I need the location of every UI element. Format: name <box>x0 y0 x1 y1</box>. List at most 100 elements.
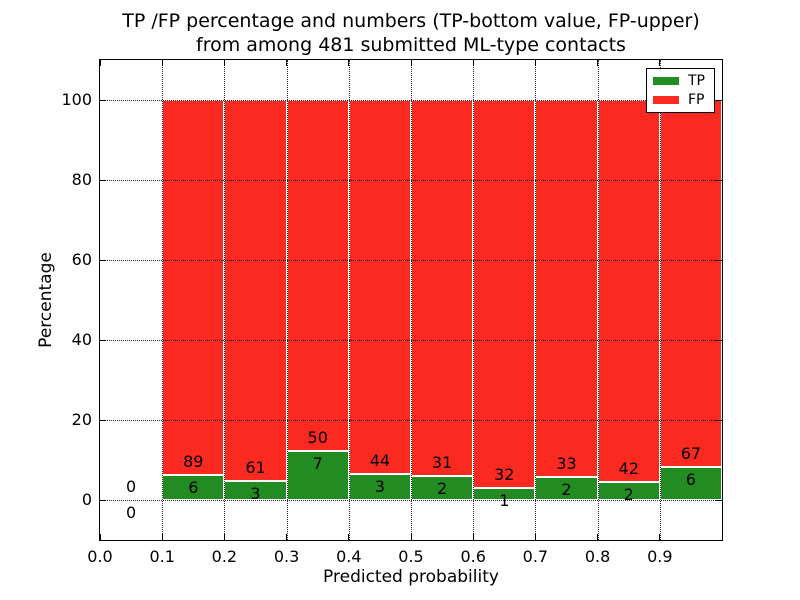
y-tick-mark <box>100 259 106 261</box>
tp-bar-segment <box>286 450 349 500</box>
tp-count-label: 1 <box>499 490 510 510</box>
tp-count-label: 0 <box>126 503 137 522</box>
fp-bar-segment <box>162 100 225 475</box>
x-tick-mark <box>348 534 350 540</box>
vertical-gridline <box>162 60 164 540</box>
x-tick-mark <box>161 534 163 540</box>
x-tick-mark <box>472 534 474 540</box>
x-tick-label: 0.7 <box>522 547 549 566</box>
y-tick-mark-right <box>716 259 722 261</box>
tp-count-label: 2 <box>437 478 448 498</box>
tp-bar-segment <box>162 474 225 500</box>
fp-color-swatch <box>653 95 679 104</box>
fp-count-label: 44 <box>369 451 391 471</box>
legend-item-fp: FP <box>653 93 708 107</box>
fp-count-label: 31 <box>431 452 453 472</box>
chart-title-line2: from among 481 submitted ML-type contact… <box>196 34 626 56</box>
tp-bar-segment <box>348 474 411 500</box>
fp-bar-segment <box>348 100 411 475</box>
x-tick-label: 0.1 <box>149 547 175 566</box>
y-tick-mark-right <box>716 419 722 421</box>
y-tick-mark <box>100 99 106 101</box>
x-tick-mark-top <box>597 60 599 66</box>
tp-count-label: 3 <box>250 484 261 504</box>
y-tick-label: 20 <box>71 410 92 429</box>
vertical-gridline <box>473 60 475 540</box>
fp-bar-segment <box>597 100 660 482</box>
y-tick-label: 80 <box>71 170 92 189</box>
y-tick-mark <box>100 179 106 181</box>
fp-count-label: 50 <box>307 427 328 447</box>
vertical-gridline <box>535 60 537 540</box>
x-tick-mark <box>99 534 101 540</box>
fp-bar-segment <box>473 100 536 488</box>
y-tick-mark <box>100 339 106 341</box>
x-tick-label: 0.5 <box>398 547 424 566</box>
x-tick-mark-top <box>223 60 225 66</box>
vertical-gridline <box>286 60 288 540</box>
legend-item-tp: TP <box>653 74 708 88</box>
tp-bar-segment <box>659 467 722 500</box>
x-tick-mark-top <box>99 60 101 66</box>
x-tick-label: 0.0 <box>87 547 113 566</box>
y-tick-mark-right <box>716 499 722 501</box>
y-tick-label: 0 <box>81 490 92 509</box>
x-tick-label: 0.6 <box>460 547 486 566</box>
fp-count-label: 33 <box>556 454 577 474</box>
vertical-gridline <box>597 60 599 540</box>
x-tick-label: 0.4 <box>336 547 362 566</box>
x-tick-label: 0.9 <box>647 547 673 566</box>
fp-count-label: 61 <box>245 458 266 478</box>
x-tick-mark <box>286 534 288 540</box>
x-tick-label: 0.8 <box>584 547 611 566</box>
plot-area: 0 0 89 6 61 3 50 7 44 3 31 2 32 1 33 2 42 2 67 6 <box>99 59 723 541</box>
y-tick-mark-right <box>716 339 722 341</box>
tp-count-label: 6 <box>685 470 696 490</box>
fp-count-label: 42 <box>618 458 639 478</box>
x-tick-mark-top <box>410 60 412 66</box>
x-tick-mark <box>534 534 536 540</box>
x-tick-mark <box>659 534 661 540</box>
x-tick-mark <box>597 534 599 540</box>
legend: TP FP <box>646 68 715 113</box>
x-tick-mark-top <box>534 60 536 66</box>
x-axis-label: Predicted probability <box>323 567 499 587</box>
y-tick-label: 100 <box>61 90 92 109</box>
tp-count-label: 3 <box>374 477 385 497</box>
y-tick-mark-right <box>716 179 722 181</box>
fp-bar-segment <box>224 100 287 482</box>
y-tick-mark <box>100 419 106 421</box>
tp-count-label: 6 <box>188 477 199 497</box>
x-tick-mark-top <box>472 60 474 66</box>
x-tick-mark <box>410 534 412 540</box>
y-tick-label: 60 <box>71 250 92 269</box>
x-tick-label: 0.2 <box>211 547 238 566</box>
vertical-gridline <box>659 60 661 540</box>
x-tick-mark-top <box>348 60 350 66</box>
legend-label-fp: FP <box>688 91 705 108</box>
chart-title: TP /FP percentage and numbers (TP-bottom… <box>100 9 722 57</box>
tp-count-label: 2 <box>623 484 634 504</box>
tp-count-label: 2 <box>561 480 572 500</box>
x-tick-mark-top <box>286 60 288 66</box>
fp-count-label: 32 <box>494 464 515 484</box>
y-tick-label: 40 <box>71 330 92 349</box>
fp-bar-segment <box>659 100 722 468</box>
vertical-gridline <box>224 60 226 540</box>
legend-label-tp: TP <box>688 73 705 90</box>
tp-count-label: 7 <box>312 453 323 473</box>
x-tick-mark-top <box>161 60 163 66</box>
x-tick-mark-top <box>659 60 661 66</box>
tp-color-swatch <box>653 77 679 86</box>
x-tick-mark <box>223 534 225 540</box>
chart-title-line1: TP /FP percentage and numbers (TP-bottom… <box>122 10 700 32</box>
vertical-gridline <box>411 60 412 540</box>
fp-count-label: 67 <box>680 444 702 464</box>
fp-count-label: 0 <box>126 477 137 496</box>
y-tick-mark <box>100 499 106 501</box>
fp-count-label: 89 <box>183 451 204 471</box>
vertical-gridline <box>348 60 350 540</box>
x-tick-label: 0.3 <box>273 547 300 566</box>
y-tick-mark-right <box>716 99 722 101</box>
